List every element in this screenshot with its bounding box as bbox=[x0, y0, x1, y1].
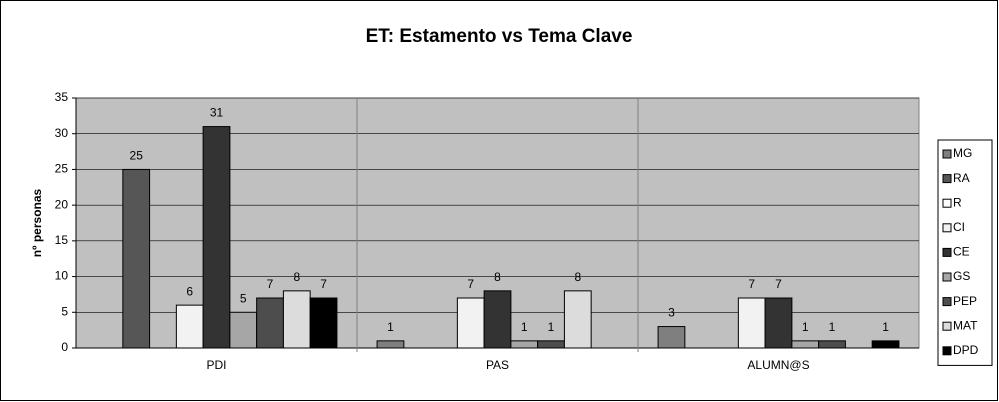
data-label: 7 bbox=[467, 277, 474, 291]
legend-swatch bbox=[942, 272, 952, 282]
y-tick-label: 5 bbox=[61, 304, 68, 318]
legend-label: CE bbox=[953, 245, 970, 259]
data-label: 1 bbox=[521, 320, 528, 334]
legend-swatch bbox=[942, 321, 952, 331]
bar bbox=[563, 290, 592, 349]
data-label: 3 bbox=[668, 306, 675, 320]
y-tick-label: 30 bbox=[55, 126, 69, 140]
legend-swatch bbox=[942, 346, 952, 356]
data-label: 8 bbox=[494, 270, 501, 284]
y-tick-label: 25 bbox=[55, 162, 69, 176]
data-label: 1 bbox=[548, 320, 555, 334]
legend-label: DPD bbox=[953, 343, 979, 357]
legend-label: RA bbox=[953, 171, 970, 185]
data-label: 7 bbox=[748, 277, 755, 291]
bar bbox=[537, 340, 565, 349]
legend-swatch bbox=[942, 247, 952, 257]
bar bbox=[657, 326, 686, 349]
y-tick-label: 15 bbox=[55, 233, 69, 247]
bar bbox=[483, 290, 512, 349]
x-tick-label: ALUMN@S bbox=[747, 358, 809, 372]
legend-swatch bbox=[942, 174, 952, 184]
y-tick-label: 35 bbox=[55, 90, 69, 104]
bar bbox=[122, 168, 151, 349]
data-label: 1 bbox=[829, 320, 836, 334]
legend-label: MG bbox=[953, 146, 972, 160]
data-label: 6 bbox=[186, 284, 193, 298]
legend-label: GS bbox=[953, 269, 970, 283]
bar bbox=[456, 297, 485, 349]
bar bbox=[175, 304, 204, 349]
x-tick-label: PDI bbox=[206, 358, 226, 372]
data-label: 7 bbox=[267, 277, 274, 291]
bar bbox=[510, 340, 539, 349]
legend-swatch bbox=[942, 198, 952, 208]
bar bbox=[764, 297, 793, 349]
data-label: 8 bbox=[293, 270, 300, 284]
y-axis-title: nº personas bbox=[30, 188, 44, 257]
data-label: 1 bbox=[387, 320, 394, 334]
data-label: 5 bbox=[240, 291, 247, 305]
bar bbox=[282, 290, 311, 349]
bar bbox=[871, 340, 900, 349]
data-label: 7 bbox=[775, 277, 782, 291]
legend-swatch bbox=[942, 149, 952, 159]
bar bbox=[229, 311, 258, 349]
legend-swatch bbox=[942, 223, 952, 233]
legend-label: R bbox=[953, 195, 962, 209]
chart-title: ET: Estamento vs Tema Clave bbox=[366, 26, 633, 47]
bar bbox=[376, 340, 405, 349]
data-label: 1 bbox=[802, 320, 809, 334]
data-label: 7 bbox=[320, 277, 327, 291]
data-label: 8 bbox=[574, 270, 581, 284]
bar bbox=[818, 340, 846, 349]
bar bbox=[256, 297, 284, 349]
data-label: 25 bbox=[130, 149, 144, 163]
legend-swatch bbox=[942, 297, 952, 307]
bar bbox=[309, 297, 338, 349]
bar bbox=[202, 126, 231, 349]
legend-label: CI bbox=[953, 220, 965, 234]
bar bbox=[791, 340, 820, 349]
data-label: 1 bbox=[882, 320, 889, 334]
legend-label: PEP bbox=[953, 294, 977, 308]
bar bbox=[737, 297, 766, 349]
y-tick-label: 0 bbox=[61, 340, 68, 354]
data-label: 31 bbox=[210, 106, 224, 120]
x-tick-label: PAS bbox=[486, 358, 509, 372]
y-tick-label: 10 bbox=[55, 269, 69, 283]
legend-label: MAT bbox=[953, 318, 978, 332]
y-tick-label: 20 bbox=[55, 197, 69, 211]
